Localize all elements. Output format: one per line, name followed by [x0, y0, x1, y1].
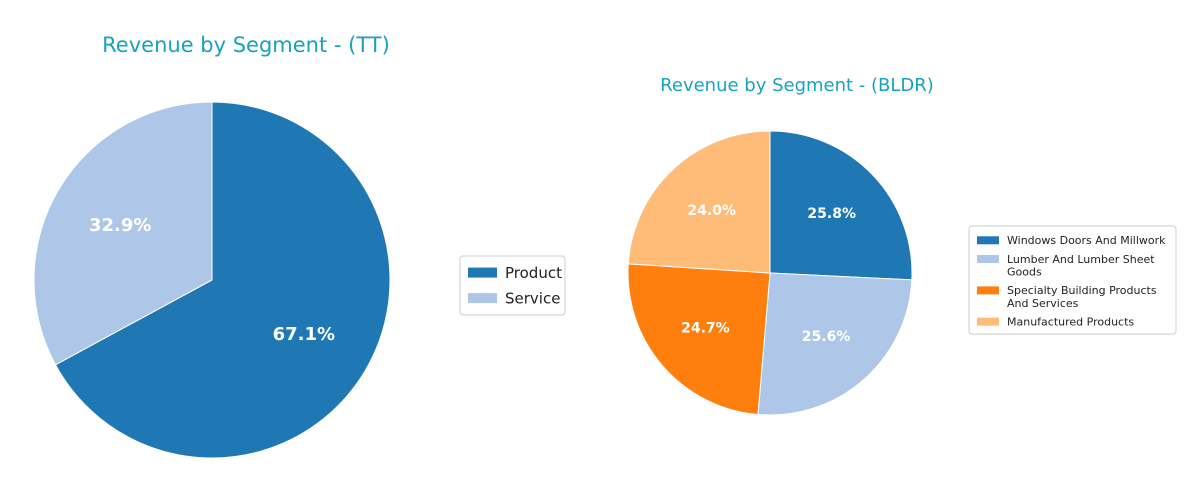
legend-swatch-manufactured-products [977, 317, 999, 326]
legend-swatch-service [468, 293, 497, 304]
slice-label-windows-doors-and-millwork: 25.8% [807, 206, 856, 222]
pie-labels-tt: 67.1% 32.9% [89, 215, 335, 345]
pie-slice-service [33, 101, 213, 366]
pie-chart-tt: Revenue by Segment - (TT) 67.1% 32.9% Pro… [33, 33, 566, 459]
slice-label-lumber-and-lumber-sheet-goods: 25.6% [802, 329, 851, 345]
legend-label-product: Product [505, 264, 562, 282]
legend-swatch-windows-doors-and-millwork [977, 236, 999, 245]
legend-swatch-specialty-building-products-and-services [977, 286, 999, 295]
pie-slice-manufactured-products [627, 130, 771, 274]
pie-slice-product [54, 101, 391, 459]
legend-swatch-product [468, 267, 497, 278]
pie-slice-lumber-and-lumber-sheet-goods [757, 272, 913, 416]
legend-box [968, 225, 1177, 335]
legend-label-specialty-building-products-and-services: Specialty Building Products And Services [1007, 284, 1157, 310]
legend-tt: Product Service [459, 255, 566, 316]
legend-bldr: Windows Doors And Millwork Lumber And Lum… [968, 225, 1177, 335]
chart-title-tt: Revenue by Segment - (TT) [102, 33, 390, 57]
pie-slices-tt [33, 101, 391, 459]
slice-label-specialty-building-products-and-services: 24.7% [681, 321, 730, 337]
legend-label-lumber-and-lumber-sheet-goods: Lumber And Lumber Sheet Goods [1007, 253, 1155, 279]
pie-chart-bldr: Revenue by Segment - (BLDR) 25.8% 25.6% 24… [627, 75, 1177, 416]
slice-label-product: 67.1% [273, 324, 335, 345]
chart-title-bldr: Revenue by Segment - (BLDR) [660, 75, 934, 96]
legend-label-service: Service [505, 289, 560, 307]
legend-swatch-lumber-and-lumber-sheet-goods [977, 255, 999, 263]
pie-slice-windows-doors-and-millwork [769, 130, 913, 281]
pie-slice-specialty-building-products-and-services [627, 263, 771, 416]
legend-label-manufactured-products: Manufactured Products [1007, 316, 1134, 329]
slice-label-service: 32.9% [89, 215, 151, 236]
pie-slices-bldr [627, 130, 913, 416]
slice-label-manufactured-products: 24.0% [687, 203, 736, 219]
pie-labels-bldr: 25.8% 25.6% 24.7% 24.0% [681, 203, 856, 345]
legend-label-windows-doors-and-millwork: Windows Doors And Millwork [1007, 234, 1166, 247]
